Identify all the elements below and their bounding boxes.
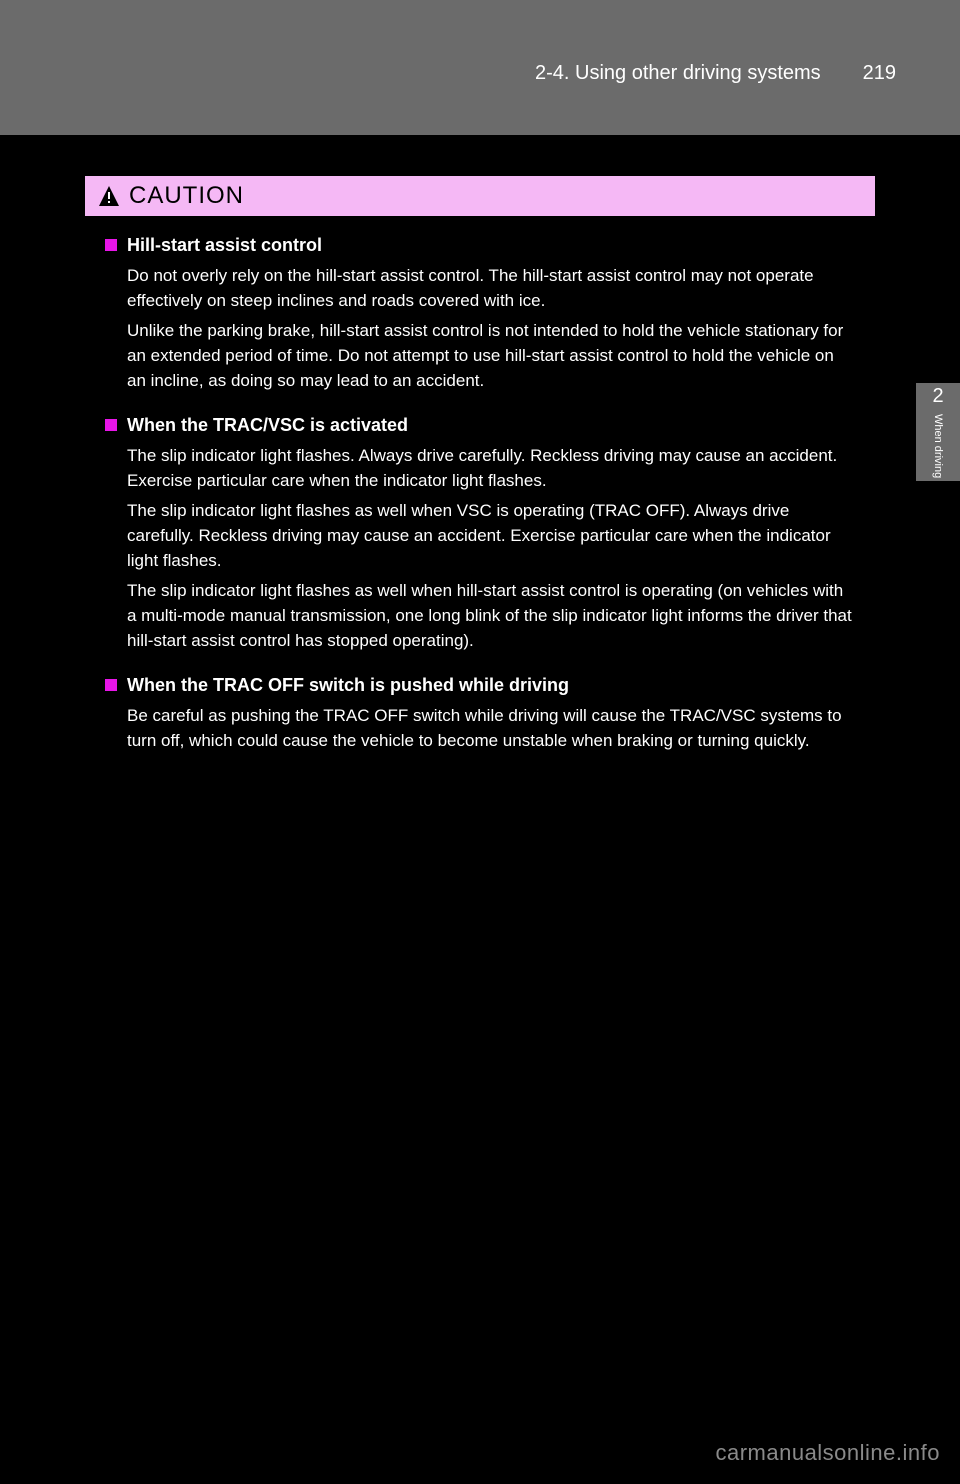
item-title: When the TRAC/VSC is activated bbox=[127, 415, 408, 436]
item-text: The slip indicator light flashes as well… bbox=[127, 579, 855, 653]
caution-item: When the TRAC OFF switch is pushed while… bbox=[105, 675, 855, 753]
caution-item: When the TRAC/VSC is activated The slip … bbox=[105, 415, 855, 653]
item-header: Hill-start assist control bbox=[105, 235, 855, 256]
item-text: Unlike the parking brake, hill-start ass… bbox=[127, 319, 855, 393]
bullet-icon bbox=[105, 239, 117, 251]
warning-icon bbox=[97, 184, 121, 208]
item-header: When the TRAC/VSC is activated bbox=[105, 415, 855, 436]
tab-number: 2 bbox=[932, 385, 943, 408]
page-header: 2-4. Using other driving systems 219 bbox=[0, 0, 960, 135]
item-text: The slip indicator light flashes as well… bbox=[127, 499, 855, 573]
main-content: CAUTION Hill-start assist control Do not… bbox=[0, 135, 960, 801]
tab-label: When driving bbox=[932, 414, 944, 478]
bullet-icon bbox=[105, 419, 117, 431]
item-header: When the TRAC OFF switch is pushed while… bbox=[105, 675, 855, 696]
bullet-icon bbox=[105, 679, 117, 691]
watermark: carmanualsonline.info bbox=[715, 1440, 940, 1466]
side-tab: 2 When driving bbox=[916, 383, 960, 481]
caution-header: CAUTION bbox=[85, 176, 875, 217]
caution-item: Hill-start assist control Do not overly … bbox=[105, 235, 855, 393]
section-title: 2-4. Using other driving systems bbox=[535, 62, 821, 85]
item-text: Do not overly rely on the hill-start ass… bbox=[127, 264, 855, 313]
caution-box: CAUTION Hill-start assist control Do not… bbox=[84, 175, 876, 801]
item-text: The slip indicator light flashes. Always… bbox=[127, 444, 855, 493]
caution-title: CAUTION bbox=[129, 182, 244, 210]
caution-content: Hill-start assist control Do not overly … bbox=[85, 217, 875, 800]
item-text: Be careful as pushing the TRAC OFF switc… bbox=[127, 704, 855, 753]
item-title: When the TRAC OFF switch is pushed while… bbox=[127, 675, 569, 696]
item-title: Hill-start assist control bbox=[127, 235, 322, 256]
page-number: 219 bbox=[863, 62, 896, 85]
